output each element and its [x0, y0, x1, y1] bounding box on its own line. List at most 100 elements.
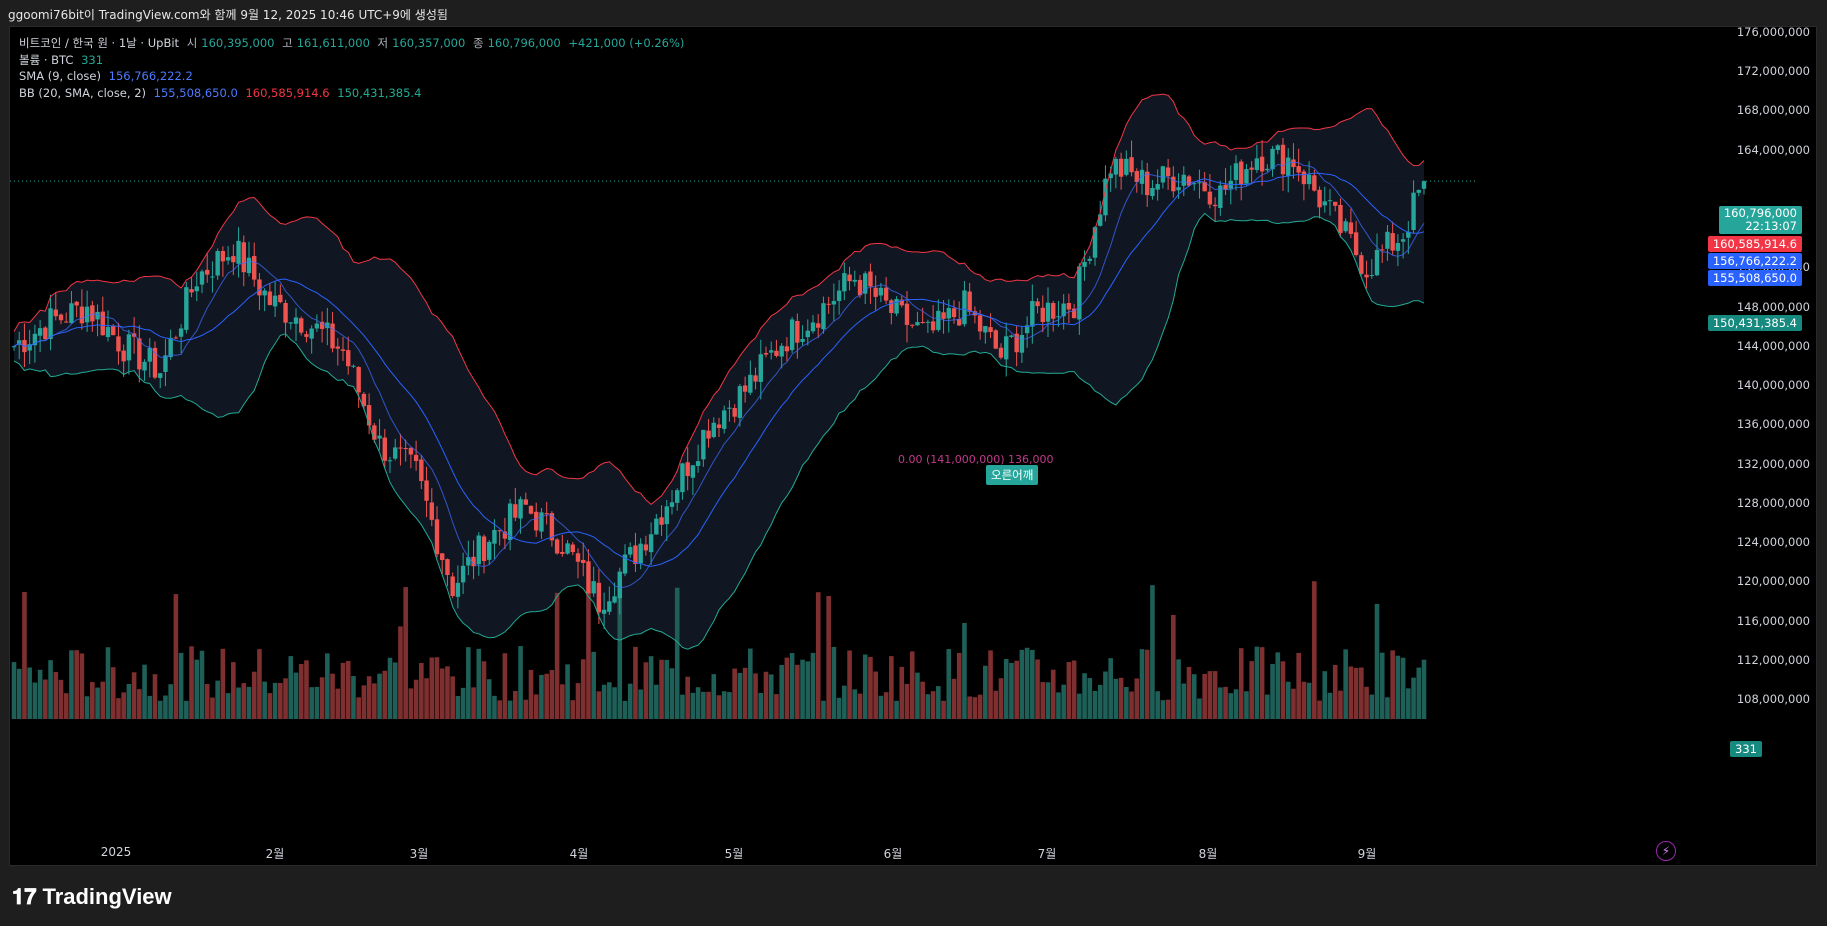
candle-body: [868, 271, 873, 287]
candle-body: [252, 256, 257, 280]
volume-bar: [1045, 682, 1051, 719]
volume-bar: [695, 687, 701, 719]
signal-label[interactable]: 오른어깨: [986, 465, 1039, 485]
volume-bar: [612, 687, 617, 719]
volume-bar: [659, 659, 664, 719]
volume-bar: [967, 696, 972, 719]
volume-bar: [345, 660, 351, 719]
volume-bar: [1176, 659, 1181, 719]
volume-bar: [544, 673, 549, 719]
volume-bar: [325, 653, 330, 719]
candle-body: [309, 328, 314, 339]
candle-body: [64, 321, 69, 323]
high-label: 고: [282, 36, 293, 50]
candle-body: [852, 279, 857, 282]
volume-bar: [246, 686, 252, 719]
volume-bar: [466, 647, 471, 719]
legend-bb[interactable]: BB (20, SMA, close, 2) 155,508,650.0 160…: [19, 86, 425, 100]
volume-bar: [1421, 659, 1427, 719]
volume-bar: [1322, 671, 1328, 719]
volume-bar: [988, 650, 993, 719]
time-tick-label: 7월: [1037, 847, 1057, 861]
volume-bar: [53, 672, 59, 719]
volume-bar: [1270, 663, 1275, 719]
volume-bar: [1056, 692, 1061, 719]
candle-body: [105, 326, 111, 338]
volume-bar: [1124, 687, 1129, 719]
candle-body: [883, 287, 889, 301]
bolt-icon[interactable]: ⚡: [1656, 841, 1676, 861]
volume-bar: [920, 681, 925, 719]
candle-body: [1312, 175, 1317, 191]
candle-body: [325, 322, 330, 329]
volume-bar: [90, 682, 95, 719]
candle-body: [257, 279, 262, 296]
volume-bar: [904, 683, 910, 719]
candle-body: [168, 337, 173, 358]
volume-bar: [502, 653, 508, 719]
volume-bar: [956, 652, 962, 719]
volume-bar: [43, 679, 48, 719]
candle-body: [1395, 243, 1401, 251]
volume-bar: [1400, 657, 1406, 719]
candle-body: [1343, 221, 1348, 232]
volume-bar: [727, 692, 732, 719]
volume-bar: [455, 696, 461, 719]
candle-body: [549, 513, 555, 541]
volume-bar: [392, 662, 398, 719]
volume-bar: [298, 664, 304, 719]
price-chart[interactable]: [10, 27, 1816, 865]
candle-body: [17, 340, 22, 345]
candle-body: [74, 301, 79, 306]
tradingview-logo[interactable]: 𝟏𝟕 TradingView: [12, 884, 172, 910]
candle-body: [628, 547, 633, 555]
volume-bar: [267, 693, 273, 719]
candle-body: [272, 295, 278, 307]
volume-bar: [1150, 585, 1155, 719]
high-value: 161,611,000: [296, 36, 370, 50]
candle-body: [424, 480, 429, 501]
candle-body: [633, 545, 638, 565]
open-label: 시: [186, 36, 198, 50]
candle-body: [1150, 187, 1155, 197]
volume-bar: [925, 694, 931, 719]
candle-body: [664, 506, 669, 525]
candle-body: [993, 330, 998, 349]
volume-bar: [74, 650, 79, 719]
candle-body: [53, 309, 58, 317]
candle-body: [1233, 163, 1239, 180]
candle-body: [487, 541, 492, 560]
volume-bar: [622, 700, 628, 719]
volume-bar: [523, 699, 529, 719]
volume-bar: [1071, 660, 1077, 719]
volume-bar: [586, 588, 591, 719]
candle-body: [925, 321, 931, 323]
candle-body: [930, 321, 936, 331]
volume-bar: [137, 689, 142, 719]
volume-bar: [1035, 659, 1040, 719]
candle-body: [429, 502, 434, 520]
volume-bar: [507, 700, 513, 719]
legend-sma[interactable]: SMA (9, close) 156,766,222.2: [19, 69, 197, 83]
price-tick-label: 116,000,000: [1736, 613, 1810, 628]
legend-volume[interactable]: 볼륨 · BTC 331: [19, 52, 107, 68]
volume-bar: [607, 682, 612, 719]
symbol-label[interactable]: 비트코인 / 한국 원 · 1날 · UpBit: [19, 36, 180, 50]
volume-bar: [194, 659, 200, 719]
volume-bar: [1249, 661, 1254, 719]
volume-bar: [131, 672, 137, 719]
candle-body: [398, 447, 403, 449]
bb-basis-tag: 155,508,650.0: [1707, 270, 1802, 286]
candle-body: [1348, 222, 1354, 234]
volume-bar: [560, 684, 565, 719]
candle-body: [1249, 167, 1254, 170]
volume-bar: [84, 696, 90, 719]
candle-body: [1040, 307, 1045, 323]
candle-body: [779, 345, 784, 357]
candle-body: [471, 556, 476, 567]
candle-body: [685, 462, 690, 477]
candle-body: [319, 321, 325, 329]
countdown-value: 22:13:07: [1745, 219, 1797, 233]
volume-bar: [596, 691, 602, 719]
